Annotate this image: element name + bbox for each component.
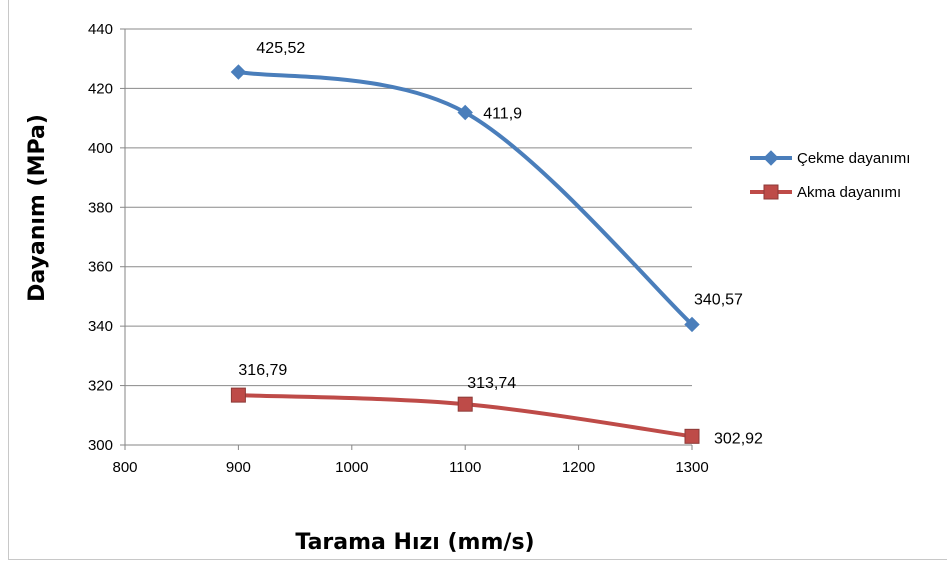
x-tick-label: 800 [112,459,137,476]
axes: 300 320 340 360 380 400 420 440 800 900 1000 1100 12… [88,21,709,476]
data-point-marker [684,316,700,333]
x-tick-label: 1000 [335,459,368,476]
legend-marker [763,150,779,166]
data-point-marker [684,428,700,444]
legend-marker [763,184,779,200]
y-tick-label: 420 [88,80,113,97]
data-point-marker [457,396,473,412]
y-tick-label: 340 [88,318,113,335]
data-point-marker [230,64,247,80]
legend-label: Çekme dayanımı [797,150,910,167]
y-tick-label: 360 [88,259,113,276]
legend-label: Akma dayanımı [797,184,901,201]
x-tick-label: 1100 [449,459,481,476]
data-label: 411,9 [483,105,522,122]
y-tick-label: 400 [88,140,113,157]
x-tick-label: 1200 [562,459,595,476]
y-tick-label: 320 [88,378,113,395]
data-label: 340,57 [694,291,743,308]
data-point-marker [230,387,246,403]
series-layer [230,64,700,444]
y-tick-label: 300 [88,437,113,454]
x-tick-label: 1300 [675,459,708,476]
data-label: 316,79 [238,362,287,379]
chart-frame [8,0,947,560]
x-axis-title: Tarama Hızı (mm/s) [295,530,534,555]
x-tick-label: 900 [226,459,251,476]
data-label: 313,74 [467,375,516,392]
grid [125,28,692,387]
data-label: 425,52 [256,40,305,57]
data-point-marker [457,104,473,121]
legend: Çekme dayanımı Akma dayanımı [750,150,910,201]
y-tick-label: 440 [88,21,113,38]
data-labels: 425,52 411,9 340,57 316,79 313,74 302,92 [238,40,763,447]
y-axis-title: Dayanım (MPa) [25,114,50,302]
data-label: 302,92 [714,430,763,447]
y-tick-label: 380 [88,199,113,216]
